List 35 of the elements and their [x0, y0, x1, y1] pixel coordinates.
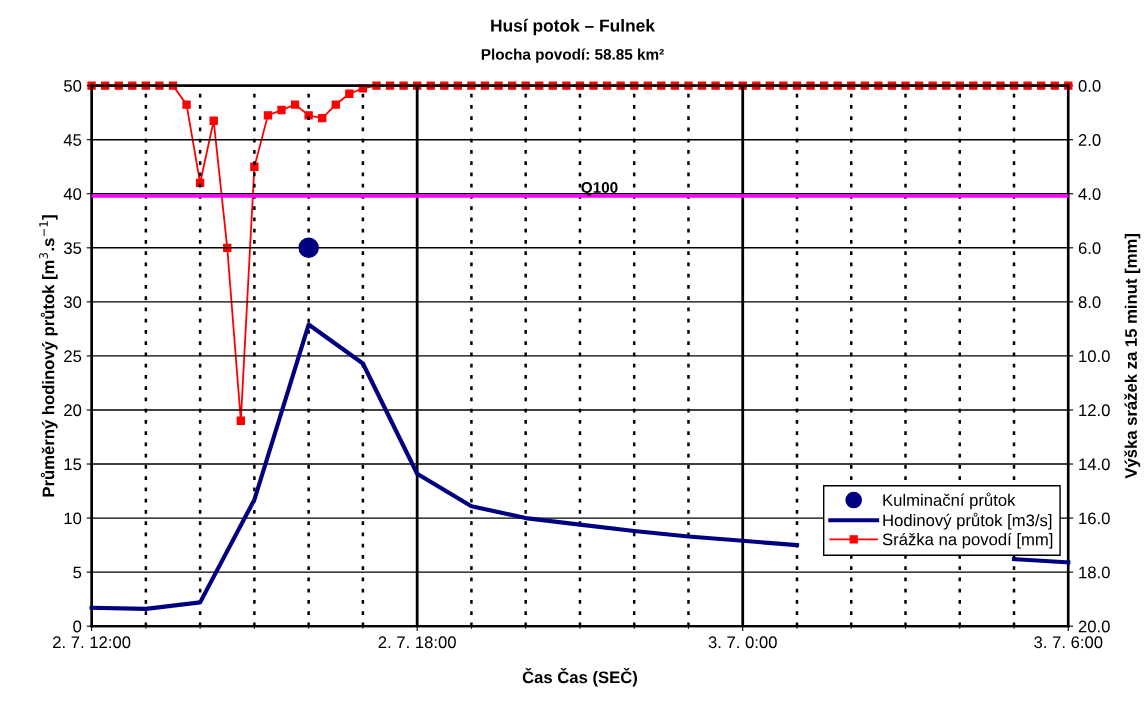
- y-tick-label: 30: [63, 296, 82, 309]
- y-tick-label: 35: [63, 242, 82, 255]
- x-tick-label: 2. 7. 12:00: [53, 636, 131, 649]
- y-tick-label: 5: [73, 566, 82, 579]
- y2-tick-label: 2.0: [1078, 134, 1101, 146]
- y-tick-label: 15: [64, 458, 82, 471]
- y2-tick-label: 0.0: [1078, 80, 1101, 92]
- y-tick-label: 25: [64, 350, 82, 363]
- x-tick-label: 3. 7. 6:00: [1034, 636, 1103, 649]
- ref-line-label: Q100: [581, 182, 618, 196]
- y2-tick-label: 8.0: [1078, 296, 1101, 309]
- y-tick-label: 40: [63, 188, 82, 200]
- x-tick-label: 2. 7. 18:00: [378, 636, 456, 649]
- y2-tick-label: 6.0: [1078, 242, 1101, 255]
- y-tick-label: 50: [64, 80, 82, 92]
- legend-label: Kulminační průtok: [883, 492, 1016, 510]
- y2-tick-label: 14.0: [1079, 458, 1110, 471]
- legend-label: Hodinový průtok [m3/s]: [883, 512, 1052, 530]
- y-axis-title: Průměrný hodinový průtok [m$^{3}$.s$^{−1}$]: [39, 215, 58, 497]
- y-tick-label: 0: [73, 620, 82, 633]
- chart-title: Husí potok – Fulnek: [491, 18, 655, 36]
- y2-tick-label: 20.0: [1078, 620, 1110, 633]
- y2-tick-label: 16.0: [1079, 512, 1110, 525]
- y2-axis-title: Výška srážek za 15 minut [mm]: [1124, 234, 1141, 479]
- chart-subtitle: Plocha povodí: 58.85 km²: [481, 48, 664, 63]
- y2-tick-label: 18.0: [1079, 566, 1110, 579]
- y-tick-label: 45: [63, 134, 82, 146]
- y-tick-label: 10: [64, 512, 82, 525]
- legend-label: Srážka na povodí [mm]: [882, 532, 1053, 549]
- y2-tick-label: 12.0: [1079, 404, 1110, 417]
- x-tick-label: 3. 7. 0:00: [708, 636, 777, 649]
- y2-tick-label: 4.0: [1078, 188, 1101, 200]
- x-axis-title: Čas Čas (SEČ): [522, 668, 638, 687]
- y2-tick-label: 10.0: [1079, 350, 1110, 363]
- y-tick-label: 20: [64, 404, 82, 417]
